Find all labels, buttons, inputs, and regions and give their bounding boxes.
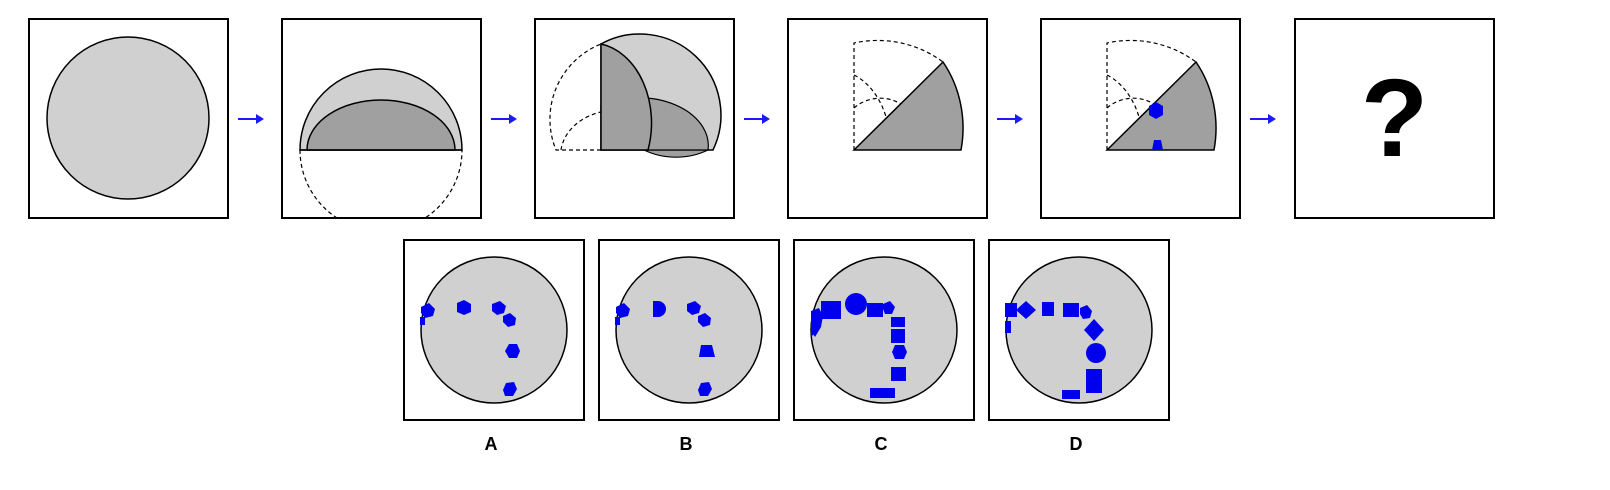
- hole: [1005, 303, 1017, 317]
- folded-left-flap: [600, 43, 653, 151]
- option-b-label: B: [679, 434, 693, 454]
- hole: [883, 301, 895, 314]
- step-5-panel: [1040, 18, 1241, 219]
- hole: [891, 367, 906, 381]
- hole: [698, 313, 711, 327]
- hole: [1042, 302, 1054, 316]
- hole: [870, 388, 895, 398]
- trapezoid-hole: [1152, 140, 1163, 150]
- step-2-panel: [281, 18, 482, 219]
- arrow-icon: [491, 114, 517, 124]
- hexagon-hole: [1149, 102, 1163, 119]
- folded-away-left-outline: [549, 43, 602, 151]
- hole: [1062, 390, 1080, 399]
- hole: [492, 301, 506, 315]
- option-a[interactable]: [403, 239, 585, 421]
- option-d-label: D: [1069, 434, 1083, 454]
- hole: [1084, 319, 1104, 341]
- hole: [503, 382, 517, 396]
- hole: [698, 382, 712, 396]
- option-c-label: C: [874, 434, 888, 454]
- dashed-quarter-outline: [1106, 39, 1197, 150]
- step-1-panel: [28, 18, 229, 219]
- hole: [811, 327, 817, 337]
- hole: [699, 345, 715, 357]
- half-fold-figure: [299, 68, 463, 217]
- arrow-icon: [744, 114, 770, 124]
- hole: [616, 303, 630, 318]
- hole: [503, 313, 516, 327]
- option-d[interactable]: [988, 239, 1170, 421]
- hole: [892, 345, 907, 359]
- hole: [867, 303, 883, 317]
- paper-circle: [615, 256, 763, 404]
- option-c-figure: [810, 256, 958, 404]
- hole: [687, 301, 701, 315]
- quarter-fold-figure: [549, 33, 722, 158]
- dashed-quarter-outline: [853, 39, 944, 150]
- arrow-icon: [997, 114, 1023, 124]
- hole: [845, 293, 867, 315]
- option-c[interactable]: [793, 239, 975, 421]
- arrow-icon: [1250, 114, 1276, 124]
- hole: [1080, 305, 1092, 319]
- eighth-paper: [852, 60, 964, 151]
- option-d-figure: [1005, 256, 1153, 404]
- option-b[interactable]: [598, 239, 780, 421]
- hole: [821, 301, 841, 319]
- paper-circle: [1005, 256, 1153, 404]
- hole: [1005, 321, 1011, 333]
- hole: [1063, 303, 1079, 317]
- hole: [1016, 301, 1036, 319]
- paper-circle: [420, 256, 568, 404]
- hole: [891, 317, 905, 327]
- step-4-panel: [787, 18, 988, 219]
- eighth-fold-figure: [852, 39, 964, 151]
- hole: [615, 317, 620, 325]
- hole: [457, 300, 471, 315]
- dashed-inner-arc-2: [1106, 97, 1155, 109]
- hole: [420, 317, 425, 325]
- arrow-icon: [238, 114, 264, 124]
- hole: [421, 303, 435, 318]
- step-3-panel: [534, 18, 735, 219]
- answer-panel: ?: [1294, 18, 1495, 219]
- hole: [653, 301, 666, 317]
- folded-away-inner-arc: [560, 111, 602, 151]
- unfolded-circle-figure: [46, 36, 210, 200]
- paper-circle: [46, 36, 210, 200]
- folded-away-half-outline: [299, 149, 463, 217]
- hole: [1086, 343, 1106, 363]
- hole: [891, 329, 905, 343]
- question-mark: ?: [1360, 57, 1429, 180]
- option-b-figure: [615, 256, 763, 404]
- punched-eighth-figure: [1105, 39, 1217, 151]
- hole: [1086, 369, 1102, 393]
- paper-circle: [810, 256, 958, 404]
- folded-flap: [306, 99, 456, 151]
- option-a-figure: [420, 256, 568, 404]
- option-a-label: A: [484, 434, 498, 454]
- dashed-inner-arc-2: [853, 97, 902, 109]
- inner-dark-flap: [643, 149, 709, 158]
- hole: [505, 344, 520, 358]
